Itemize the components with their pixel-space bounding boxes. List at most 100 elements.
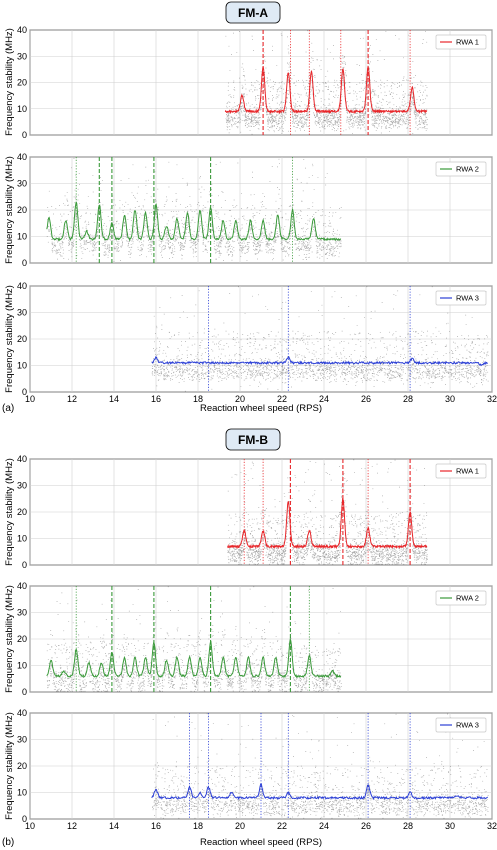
y-tick-label: 0 [22,258,27,268]
series-line [224,65,428,115]
panel-body: 0 10 20 30 40 RWA 2 [17,152,493,268]
y-tick-label: 20 [17,205,27,215]
x-tick-label: 28 [403,821,413,831]
title-badge-fm-a: FM-A [225,1,281,24]
y-tick-label: 30 [17,179,27,189]
scatter-points [151,286,489,392]
y-tick-label: 40 [17,152,27,162]
y-tick-label: 0 [22,814,27,824]
scatter-points [225,30,428,135]
x-tick-label: 24 [319,821,329,831]
y-tick-label: 0 [22,687,27,697]
y-tick-label: 30 [17,51,27,61]
y-axis-label: Frequency stability (MHz) [4,712,15,820]
x-tick-label: 30 [445,821,455,831]
y-axis-label: Frequency stability (MHz) [4,156,15,264]
x-tick-label: 10 [25,821,35,831]
legend-label: RWA 3 [456,721,479,730]
series-line [226,498,428,550]
legend-box [435,34,487,50]
panel-fm-b-rwa2: 0 10 20 30 40 RWA 2 Frequency stability (MHz) [4,581,493,697]
x-tick-label: 26 [361,394,371,404]
panel-fm-b-rwa1: 0 10 20 30 40 RWA 1 Frequency stability (MHz) [4,454,493,570]
y-axis-label: Frequency stability (MHz) [4,28,15,136]
y-tick-label: 10 [17,104,27,114]
x-tick-label: 10 [25,394,35,404]
x-tick-label: 30 [445,394,455,404]
subfigure-label-b: (b) [2,837,14,848]
x-tick-label: 26 [361,821,371,831]
y-tick-label: 0 [22,130,27,140]
y-tick-label: 40 [17,25,27,35]
y-tick-label: 40 [17,281,27,291]
y-axis-label: Frequency stability (MHz) [4,285,15,393]
subfigure-label-a: (a) [2,403,14,414]
x-axis-label-b: Reaction wheel speed (RPS) [200,837,322,848]
series-line [151,355,488,367]
legend-label: RWA 2 [456,165,479,174]
legend: RWA 2 [435,161,487,177]
group-title-fm-a: FM-A [238,6,268,20]
title-badge-fm-b: FM-B [225,428,281,451]
x-tick-label: 18 [193,821,203,831]
y-tick-label: 20 [17,78,27,88]
panel-fm-a-rwa2: 0 10 20 30 40 RWA 2 Frequency stability (MHz) [4,152,493,268]
y-tick-label: 20 [17,507,27,517]
y-tick-label: 10 [17,661,27,671]
legend: RWA 3 [435,290,487,306]
y-tick-label: 30 [17,308,27,318]
x-tick-label: 18 [193,394,203,404]
y-tick-label: 0 [22,560,27,570]
legend-box [435,463,487,479]
x-tick-label: 16 [151,394,161,404]
x-tick-label: 22 [277,394,287,404]
x-tick-label: 16 [151,821,161,831]
x-tick-label: 28 [403,394,413,404]
legend-box [435,161,487,177]
panel-body: 0 10 20 30 40 RWA 2 [17,581,493,697]
x-tick-label: 32 [487,394,497,404]
y-tick-label: 30 [17,481,27,491]
y-tick-label: 10 [17,361,27,371]
x-tick-label: 22 [277,821,287,831]
x-tick-label: 12 [67,821,77,831]
y-tick-label: 40 [17,581,27,591]
series-line [46,201,342,242]
y-tick-label: 20 [17,334,27,344]
x-axis-label-a: Reaction wheel speed (RPS) [200,403,322,414]
y-tick-label: 30 [17,608,27,618]
y-axis-label: Frequency stability (MHz) [4,458,15,566]
legend-label: RWA 1 [456,38,479,47]
legend: RWA 2 [435,590,487,606]
y-tick-label: 40 [17,708,27,718]
x-tick-label: 14 [109,394,119,404]
y-tick-label: 10 [17,788,27,798]
scatter-points [46,586,342,692]
y-tick-label: 40 [17,454,27,464]
legend-box [435,290,487,306]
legend-box [435,590,487,606]
x-tick-label: 14 [109,821,119,831]
panel-body: 0 10 20 30 40 RWA 1 [17,25,493,140]
legend: RWA 3 [435,717,487,733]
x-tick-label: 12 [67,394,77,404]
legend-label: RWA 1 [456,467,479,476]
legend-label: RWA 2 [456,594,479,603]
y-tick-label: 10 [17,232,27,242]
panel-body: 0 10 20 30 40 RWA 1 [17,454,493,570]
y-tick-label: 10 [17,534,27,544]
legend-label: RWA 3 [456,294,479,303]
legend-box [435,717,487,733]
y-axis-label: Frequency stability (MHz) [4,585,15,693]
x-tick-label: 32 [487,821,497,831]
legend: RWA 1 [435,463,487,479]
y-tick-label: 20 [17,761,27,771]
series-line [46,637,342,679]
y-tick-label: 30 [17,735,27,745]
group-title-fm-b: FM-B [238,433,268,447]
